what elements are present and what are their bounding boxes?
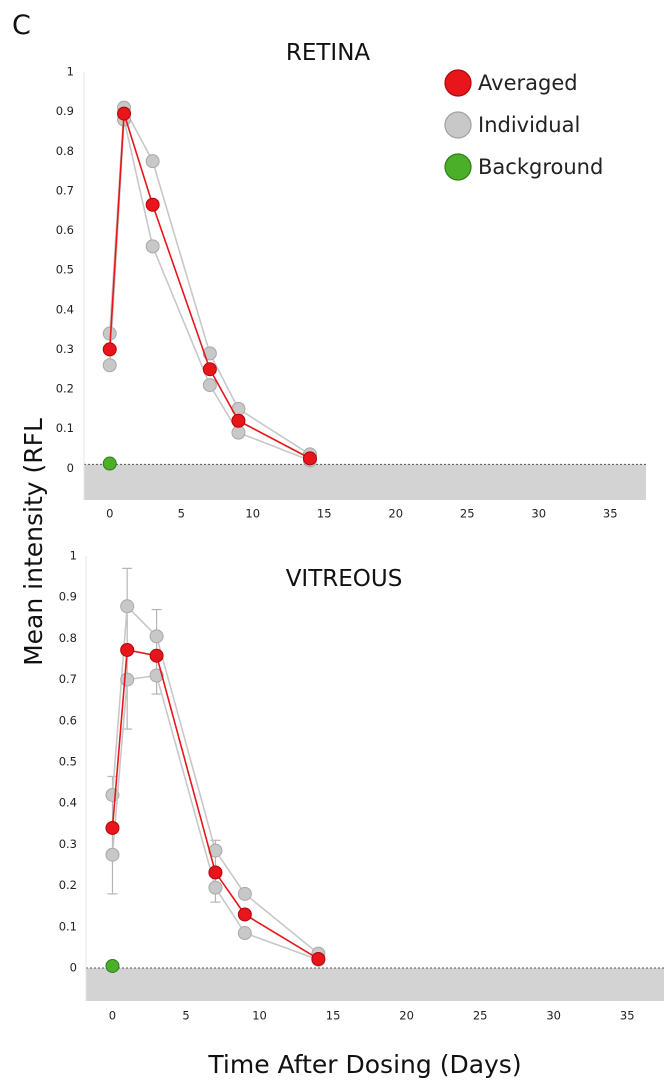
y-tick-label: 0.5 (59, 755, 77, 769)
individual-point (120, 599, 135, 614)
legend-label: Averaged (478, 71, 578, 95)
averaged-point (120, 642, 135, 657)
x-tick-label: 30 (531, 507, 546, 521)
x-axis-label: Time After Dosing (Days) (207, 1050, 521, 1079)
individual-point (237, 886, 252, 901)
individual-point (145, 239, 160, 254)
x-tick-label: 0 (106, 507, 113, 521)
baseline-band (84, 464, 646, 500)
individual-line (111, 674, 319, 961)
y-tick-label: 0.2 (56, 382, 74, 396)
individual-series (102, 112, 317, 468)
y-tick-label: 0.4 (56, 302, 74, 316)
background-series (105, 958, 120, 973)
baseline-band (86, 968, 664, 1001)
individual-series (105, 599, 326, 961)
y-tick-label: 0.7 (59, 672, 77, 686)
x-tick-label: 20 (399, 1009, 414, 1023)
individual-point (105, 847, 120, 862)
averaged-point (311, 951, 326, 966)
y-tick-label: 0.9 (56, 104, 74, 118)
y-tick-label: 0.7 (56, 183, 74, 197)
averaged-point (302, 451, 317, 466)
averaged-line (108, 113, 311, 460)
individual-point (208, 880, 223, 895)
individual-point (237, 926, 252, 941)
x-tick-label: 15 (317, 507, 332, 521)
x-tick-label: 5 (178, 507, 185, 521)
averaged-point (237, 907, 252, 922)
y-tick-label: 0.8 (59, 631, 77, 645)
x-tick-label: 25 (473, 1009, 488, 1023)
individual-point (231, 425, 246, 440)
legend-label: Individual (478, 113, 580, 137)
individual-series (102, 100, 317, 462)
x-tick-label: 10 (252, 1009, 267, 1023)
averaged-series (105, 642, 326, 966)
y-tick-label: 0 (70, 961, 77, 975)
averaged-point (208, 865, 223, 880)
averaged-line (111, 648, 319, 960)
chart-title: VITREOUS (286, 566, 403, 592)
individual-point (120, 672, 135, 687)
individual-series (105, 668, 326, 967)
y-tick-label: 0.6 (59, 713, 77, 727)
x-tick-label: 20 (388, 507, 403, 521)
legend: Averaged Individual Background (444, 69, 603, 181)
averaged-point (231, 413, 246, 428)
y-tick-label: 0.3 (56, 342, 74, 356)
x-tick-label: 35 (620, 1009, 635, 1023)
chart-title: RETINA (286, 40, 371, 66)
y-tick-label: 0.2 (59, 878, 77, 892)
y-tick-label: 1 (67, 65, 74, 79)
y-tick-label: 0.6 (56, 223, 74, 237)
individual-line (108, 119, 311, 462)
y-tick-label: 0.1 (59, 919, 77, 933)
y-tick-label: 0.9 (59, 590, 77, 604)
x-tick-label: 30 (546, 1009, 561, 1023)
legend-label: Background (478, 155, 603, 179)
y-tick-label: 0.1 (56, 421, 74, 435)
individual-line (111, 604, 319, 955)
x-tick-label: 15 (326, 1009, 341, 1023)
y-tick-label: 0.3 (59, 837, 77, 851)
x-tick-label: 10 (245, 507, 260, 521)
y-tick-label: 1 (70, 549, 77, 563)
averaged-series (102, 106, 317, 466)
legend-marker (444, 69, 472, 97)
individual-point (202, 378, 217, 393)
averaged-point (117, 106, 132, 121)
legend-marker (444, 111, 472, 139)
averaged-point (105, 820, 120, 835)
individual-point (145, 154, 160, 169)
averaged-point (149, 648, 164, 663)
individual-line (108, 104, 311, 456)
y-tick-label: 0 (67, 461, 74, 475)
panel-label: C (12, 10, 31, 41)
averaged-point (102, 342, 117, 357)
y-tick-label: 0.8 (56, 144, 74, 158)
y-axis-label: Mean intensity (RFL (19, 418, 48, 666)
averaged-point (202, 362, 217, 377)
background-point (102, 456, 117, 471)
individual-point (149, 668, 164, 683)
averaged-point (145, 197, 160, 212)
x-tick-label: 5 (182, 1009, 189, 1023)
x-tick-label: 35 (603, 507, 618, 521)
legend-marker (444, 153, 472, 181)
individual-point (202, 346, 217, 361)
background-series (102, 456, 117, 471)
individual-point (149, 629, 164, 644)
background-point (105, 958, 120, 973)
y-tick-label: 0.4 (59, 796, 77, 810)
y-tick-label: 0.5 (56, 263, 74, 277)
x-tick-label: 0 (109, 1009, 116, 1023)
individual-point (102, 358, 117, 373)
x-tick-label: 25 (460, 507, 475, 521)
